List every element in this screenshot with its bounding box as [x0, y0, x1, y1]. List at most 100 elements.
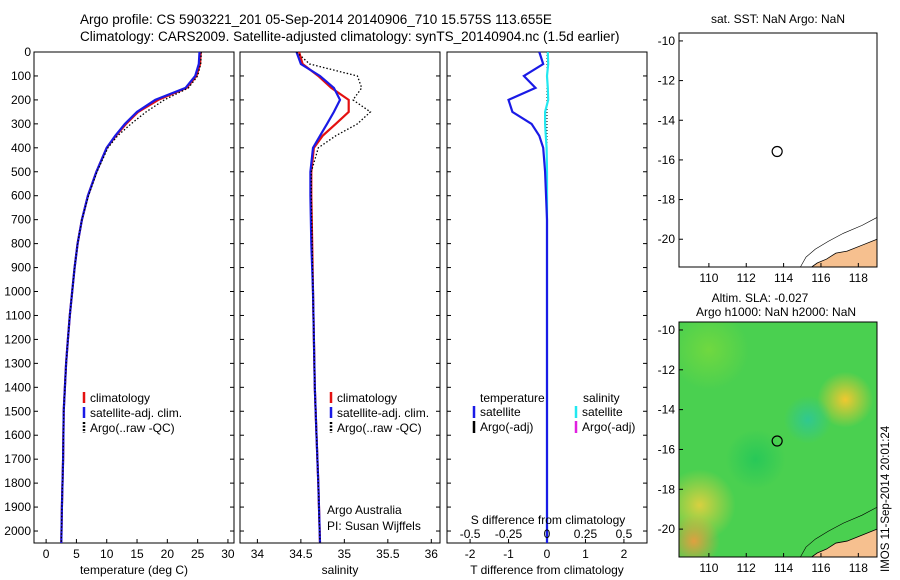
y-tick-label: 1700 [4, 452, 31, 466]
y-tick-label: -12 [658, 363, 676, 377]
top-tick-label: 0.25 [574, 527, 598, 541]
isobath [800, 506, 878, 558]
y-tick-label: 300 [11, 117, 31, 131]
y-tick-label: -20 [658, 232, 676, 246]
y-tick-label: 0 [24, 45, 31, 59]
y-tick-label: 700 [11, 213, 31, 227]
y-tick-label: -12 [658, 74, 676, 88]
panel-frame-0 [33, 51, 235, 544]
y-tick-label: -10 [658, 323, 676, 337]
y-tick-label: -14 [658, 403, 676, 417]
map-background [679, 33, 877, 267]
top-tick-label: -0.25 [495, 527, 523, 541]
legend-label: Argo(..raw -QC) [337, 421, 422, 435]
series-line [60, 51, 202, 544]
legend-label: satellite-adj. clim. [337, 406, 429, 420]
y-tick-label: 1900 [4, 500, 31, 514]
map-frame [678, 321, 878, 558]
x-tick-label: 116 [811, 561, 830, 575]
isobath [800, 217, 878, 268]
y-tick-label: 100 [11, 69, 31, 83]
y-tick-label: 200 [11, 93, 31, 107]
y-tick-label: 900 [11, 261, 31, 275]
series-line [507, 51, 549, 543]
x-tick-label: 34 [251, 547, 265, 561]
x-tick-label: 112 [737, 271, 756, 285]
y-tick-label: 500 [11, 165, 31, 179]
y-tick-label: 600 [11, 189, 31, 203]
x-tick-label: 110 [699, 271, 718, 285]
y-tick-label: 1400 [4, 380, 31, 394]
y-tick-label: 1500 [4, 404, 31, 418]
x-tick-label: 118 [849, 271, 868, 285]
x-tick-label: 10 [100, 547, 114, 561]
legend-group-label: temperature [480, 391, 545, 405]
x-tick-label: 1 [582, 547, 589, 561]
y-tick-label: -14 [658, 113, 676, 127]
profile-title: Argo profile: CS 5903221_201 05-Sep-2014… [80, 12, 552, 27]
profile-location-marker [771, 145, 783, 158]
profile-location-marker [771, 435, 783, 447]
y-tick-label: -16 [658, 442, 676, 456]
y-tick-label: 1200 [4, 332, 31, 346]
x-tick-label: 35 [338, 547, 352, 561]
panel-frame-1 [239, 51, 441, 544]
legend-label: climatology [337, 391, 397, 405]
x-tick-label: 34.5 [289, 547, 313, 561]
x-tick-label: 35.5 [376, 547, 400, 561]
x-tick-label: 20 [161, 547, 175, 561]
x-tick-label: 0 [43, 547, 50, 561]
y-tick-label: 1000 [4, 285, 31, 299]
x-tick-label: 30 [221, 547, 235, 561]
map-frame [678, 32, 878, 268]
sla-map-subtitle: Argo h1000: NaN h2000: NaN [696, 305, 856, 319]
x-tick-label: 5 [73, 547, 80, 561]
top-tick-label: 0 [544, 527, 551, 541]
legend-label: climatology [90, 391, 150, 405]
series-line [296, 51, 372, 544]
y-tick-label: -18 [658, 482, 676, 496]
legend-label: Argo(-adj) [480, 420, 533, 434]
x-axis-label: T difference from climatology [470, 563, 624, 577]
x-tick-label: 25 [191, 547, 205, 561]
y-tick-label: -18 [658, 193, 676, 207]
x-tick-label: 118 [849, 561, 868, 575]
series-line [544, 51, 550, 543]
x-tick-label: -1 [503, 547, 514, 561]
legend-group-label: salinity [583, 391, 620, 405]
y-tick-label: 1100 [5, 308, 31, 322]
x-tick-label: 0 [544, 547, 551, 561]
x-tick-label: -2 [465, 547, 476, 561]
legend-label: Argo(-adj) [582, 420, 635, 434]
x-tick-label: 36 [425, 547, 439, 561]
y-tick-label: -10 [658, 34, 676, 48]
x-tick-label: 116 [811, 271, 830, 285]
top-tick-label: 0.5 [616, 527, 633, 541]
x-tick-label: 114 [774, 271, 793, 285]
sst-map-title: sat. SST: NaN Argo: NaN [711, 12, 845, 26]
y-tick-label: -20 [658, 522, 676, 536]
top-tick-label: -0.5 [460, 527, 481, 541]
annotation: PI: Susan Wijffels [327, 519, 421, 533]
y-tick-label: 2000 [4, 524, 31, 538]
sla-anomaly [679, 322, 877, 557]
y-tick-label: 1300 [4, 356, 31, 370]
annotation: Argo Australia [327, 503, 402, 517]
x-tick-label: 15 [130, 547, 144, 561]
legend-label: satellite [480, 405, 521, 419]
legend-label: satellite-adj. clim. [90, 406, 182, 420]
x-axis-label: salinity [322, 563, 359, 577]
sla-map-title: Altim. SLA: -0.027 [712, 291, 809, 305]
x-tick-label: 112 [737, 561, 756, 575]
legend-label: satellite [582, 405, 623, 419]
x-tick-label: 114 [774, 561, 793, 575]
y-tick-label: 800 [11, 237, 31, 251]
x-axis-label: temperature (deg C) [80, 563, 188, 577]
y-tick-label: 400 [11, 141, 31, 155]
climatology-title: Climatology: CARS2009. Satellite-adjuste… [80, 29, 620, 44]
top-axis-label: S difference from climatology [471, 513, 626, 527]
x-tick-label: 110 [699, 561, 718, 575]
legend-label: Argo(..raw -QC) [90, 421, 175, 435]
y-tick-label: 1800 [4, 476, 31, 490]
